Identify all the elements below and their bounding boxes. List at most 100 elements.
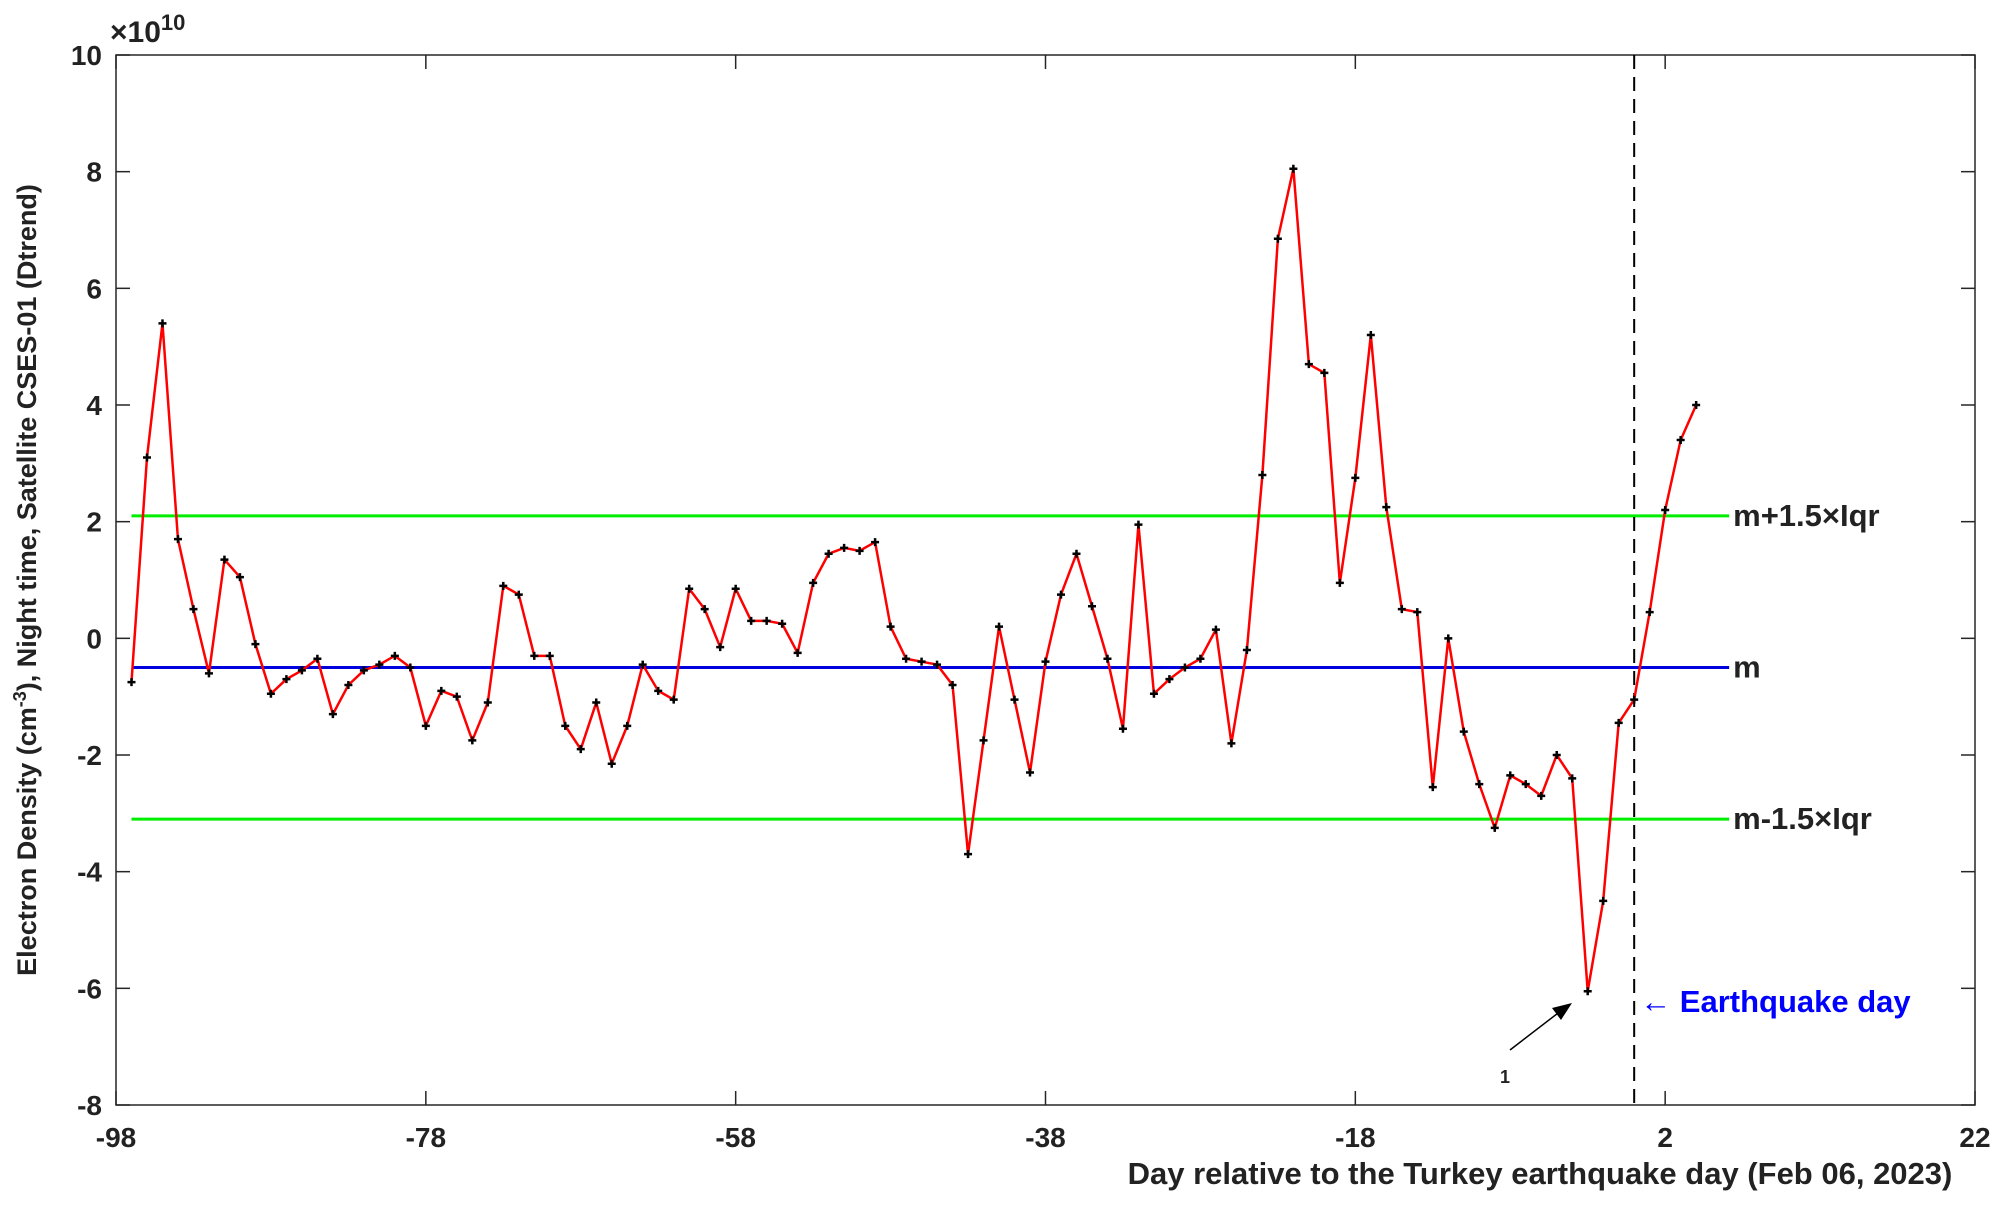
data-marker [1568, 774, 1577, 783]
data-marker [1335, 578, 1344, 587]
data-marker [1273, 234, 1282, 243]
plot-area [115, 54, 1976, 1106]
data-marker [933, 660, 942, 669]
y-tick-label: -4 [77, 857, 102, 888]
y-label-sup: -3 [10, 691, 30, 707]
data-marker [1537, 791, 1546, 800]
data-marker [1180, 663, 1189, 672]
data-marker [1645, 608, 1654, 617]
data-marker [1444, 634, 1453, 643]
data-marker [1242, 646, 1251, 654]
data-marker [421, 721, 430, 730]
multiplier-exp: 10 [161, 10, 185, 35]
data-marker [685, 584, 694, 593]
data-marker [1475, 780, 1484, 789]
multiplier-base: ×10 [110, 16, 161, 49]
data-marker [1614, 718, 1623, 727]
data-marker [235, 573, 244, 582]
data-marker [654, 686, 663, 695]
y-tick-label: 4 [86, 390, 102, 421]
data-marker [1521, 780, 1530, 789]
x-tick-label: 2 [1657, 1122, 1673, 1153]
data-marker [1056, 590, 1065, 599]
arrow-head [1552, 1003, 1572, 1020]
data-marker [266, 689, 275, 698]
data-marker [917, 657, 926, 666]
data-marker [731, 584, 740, 593]
y-tick-label: 0 [86, 623, 102, 654]
arrow-line [1509, 1009, 1563, 1051]
x-axis-label: Day relative to the Turkey earthquake da… [1128, 1156, 1953, 1191]
data-marker [902, 654, 911, 663]
data-marker [855, 546, 864, 555]
data-marker [204, 669, 213, 678]
data-marker [1599, 896, 1608, 905]
y-tick-label: -8 [77, 1090, 102, 1121]
data-marker [1118, 724, 1127, 733]
x-tick-label: -58 [715, 1122, 755, 1153]
data-marker [1149, 689, 1158, 698]
data-marker [1072, 549, 1081, 558]
data-marker [189, 605, 198, 614]
data-marker [468, 736, 477, 745]
data-marker [1103, 654, 1112, 663]
data-line [130, 168, 1698, 992]
data-marker [297, 666, 306, 675]
data-marker [623, 721, 632, 730]
data-marker [1041, 657, 1050, 666]
data-marker [406, 663, 415, 672]
data-marker [700, 605, 709, 614]
data-marker [344, 681, 353, 689]
data-marker [1165, 675, 1174, 684]
x-tick-label: -38 [1025, 1122, 1065, 1153]
data-marker [359, 666, 368, 675]
data-marker [142, 453, 151, 462]
data-marker [1459, 727, 1468, 736]
earthquake-label: ← Earthquake day [1640, 984, 1911, 1019]
data-marker [1289, 164, 1298, 173]
data-marker [778, 619, 787, 628]
data-marker [669, 695, 678, 704]
data-marker [1351, 473, 1360, 482]
y-label-part: ), Night time, Satellite CSES-01 (Dtrend… [12, 184, 42, 691]
arrow [1509, 1003, 1572, 1051]
data-marker [1134, 520, 1143, 529]
data-marker [1676, 436, 1685, 444]
data-marker [1382, 503, 1391, 512]
data-marker [483, 698, 492, 707]
data-marker [824, 549, 833, 558]
data-marker [1661, 506, 1670, 514]
data-marker [1397, 605, 1406, 614]
data-marker [1087, 602, 1096, 611]
data-marker [762, 616, 771, 625]
data-marker [437, 686, 446, 695]
data-marker [1490, 823, 1499, 832]
data-marker [514, 590, 523, 599]
data-marker [979, 736, 988, 745]
reference-label: m+1.5×Iqr [1733, 498, 1879, 533]
data-marker [995, 622, 1004, 631]
x-tick-label: -78 [406, 1122, 446, 1153]
data-marker [1506, 771, 1515, 780]
data-marker [375, 660, 384, 669]
reference-label: m-1.5×Iqr [1733, 801, 1872, 836]
data-marker [1320, 368, 1329, 377]
y-tick-label: 10 [71, 40, 102, 71]
data-marker [1552, 751, 1561, 759]
data-marker [871, 538, 880, 547]
data-marker [452, 692, 461, 701]
data-marker [1227, 739, 1236, 748]
data-marker [251, 640, 260, 649]
data-marker [592, 698, 601, 707]
y-label-part: Electron Density (cm [12, 707, 42, 976]
y-tick-label: -6 [77, 973, 102, 1004]
reference-label: m [1733, 650, 1761, 685]
y-multiplier: ×1010 [110, 10, 185, 49]
data-marker [1211, 625, 1220, 634]
data-marker [607, 759, 616, 768]
data-marker [1692, 401, 1701, 409]
data-marker [1010, 695, 1019, 704]
data-marker [158, 319, 167, 328]
data-marker [1413, 608, 1422, 617]
